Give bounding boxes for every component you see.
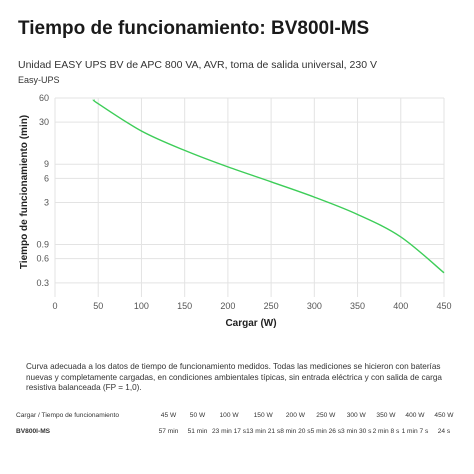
x-tick-label: 100 [134, 301, 149, 311]
column-header: 350 W [376, 412, 396, 419]
runtime-cell: 24 s [437, 427, 451, 435]
y-tick-label: 9 [44, 159, 49, 169]
y-tick-label: 30 [39, 117, 49, 127]
runtime-cell: 3 min 30 s [341, 427, 372, 435]
runtime-table-body: BV800I-MS 57 min 51 min 23 min 17 s 13 min 2… [16, 423, 458, 439]
column-header: 150 W [253, 412, 273, 419]
y-tick-label: 0.9 [36, 240, 49, 250]
column-header: 250 W [316, 412, 336, 419]
x-tick-label: 50 [93, 301, 103, 311]
runtime-cell: 5 min 26 s [310, 427, 342, 435]
x-tick-label: 200 [220, 301, 235, 311]
runtime-cell: 13 min 21 s [246, 427, 281, 435]
x-tick-label: 0 [52, 301, 57, 311]
model-cell: BV800I-MS [16, 427, 51, 435]
tick-labels: 0 50 100 150 200 250 300 350 400 450 0.3 0.6 0.9 3 6 9 3… [36, 93, 451, 311]
runtime-cell: 57 min [158, 427, 179, 435]
column-header: 400 W [405, 412, 425, 419]
measurement-note: Curva adecuada a los datos de tiempo de … [26, 362, 442, 392]
column-header: 300 W [346, 412, 366, 419]
page-title: Tiempo de funcionamiento: BV800I-MS [18, 18, 370, 39]
runtime-cell: 51 min [187, 427, 208, 435]
column-header: 50 W [189, 412, 206, 419]
runtime-chart: 0 50 100 150 200 250 300 350 400 450 0.3 0.6 0.9 3 6 9 3… [19, 93, 452, 329]
runtime-cell: 2 min 8 s [372, 427, 400, 435]
column-header: 100 W [219, 412, 239, 419]
table-row: BV800I-MS 57 min 51 min 23 min 17 s 13 min 2… [16, 423, 458, 439]
column-header: 45 W [160, 412, 177, 419]
product-family: Easy-UPS [18, 75, 60, 85]
series-layer [92, 99, 445, 274]
grid [54, 97, 445, 297]
column-header: 200 W [285, 412, 305, 419]
runtime-series-line [92, 99, 445, 274]
x-tick-label: 150 [177, 301, 192, 311]
y-tick-label: 0.3 [36, 278, 49, 288]
runtime-table: Cargar / Tiempo de funcionamiento 45 W 50… [16, 408, 458, 439]
x-tick-label: 350 [350, 301, 365, 311]
x-axis-label: Cargar (W) [225, 318, 276, 329]
y-axis-label: Tiempo de funcionamiento (min) [19, 115, 30, 269]
x-tick-label: 300 [307, 301, 322, 311]
x-tick-label: 450 [436, 301, 451, 311]
x-tick-label: 400 [393, 301, 408, 311]
x-tick-label: 250 [264, 301, 279, 311]
product-subtitle: Unidad EASY UPS BV de APC 800 VA, AVR, t… [18, 59, 377, 71]
y-tick-label: 60 [39, 93, 49, 103]
runtime-cell: 1 min 7 s [401, 427, 429, 435]
y-tick-label: 0.6 [36, 254, 49, 264]
runtime-cell: 23 min 17 s [212, 427, 247, 435]
y-tick-label: 6 [44, 173, 49, 183]
runtime-table-header: Cargar / Tiempo de funcionamiento 45 W 50… [16, 408, 458, 423]
runtime-cell: 8 min 20 s [280, 427, 311, 435]
header-label: Cargar / Tiempo de funcionamiento [16, 412, 119, 419]
y-tick-label: 3 [44, 198, 49, 208]
column-header: 450 W [434, 412, 454, 419]
